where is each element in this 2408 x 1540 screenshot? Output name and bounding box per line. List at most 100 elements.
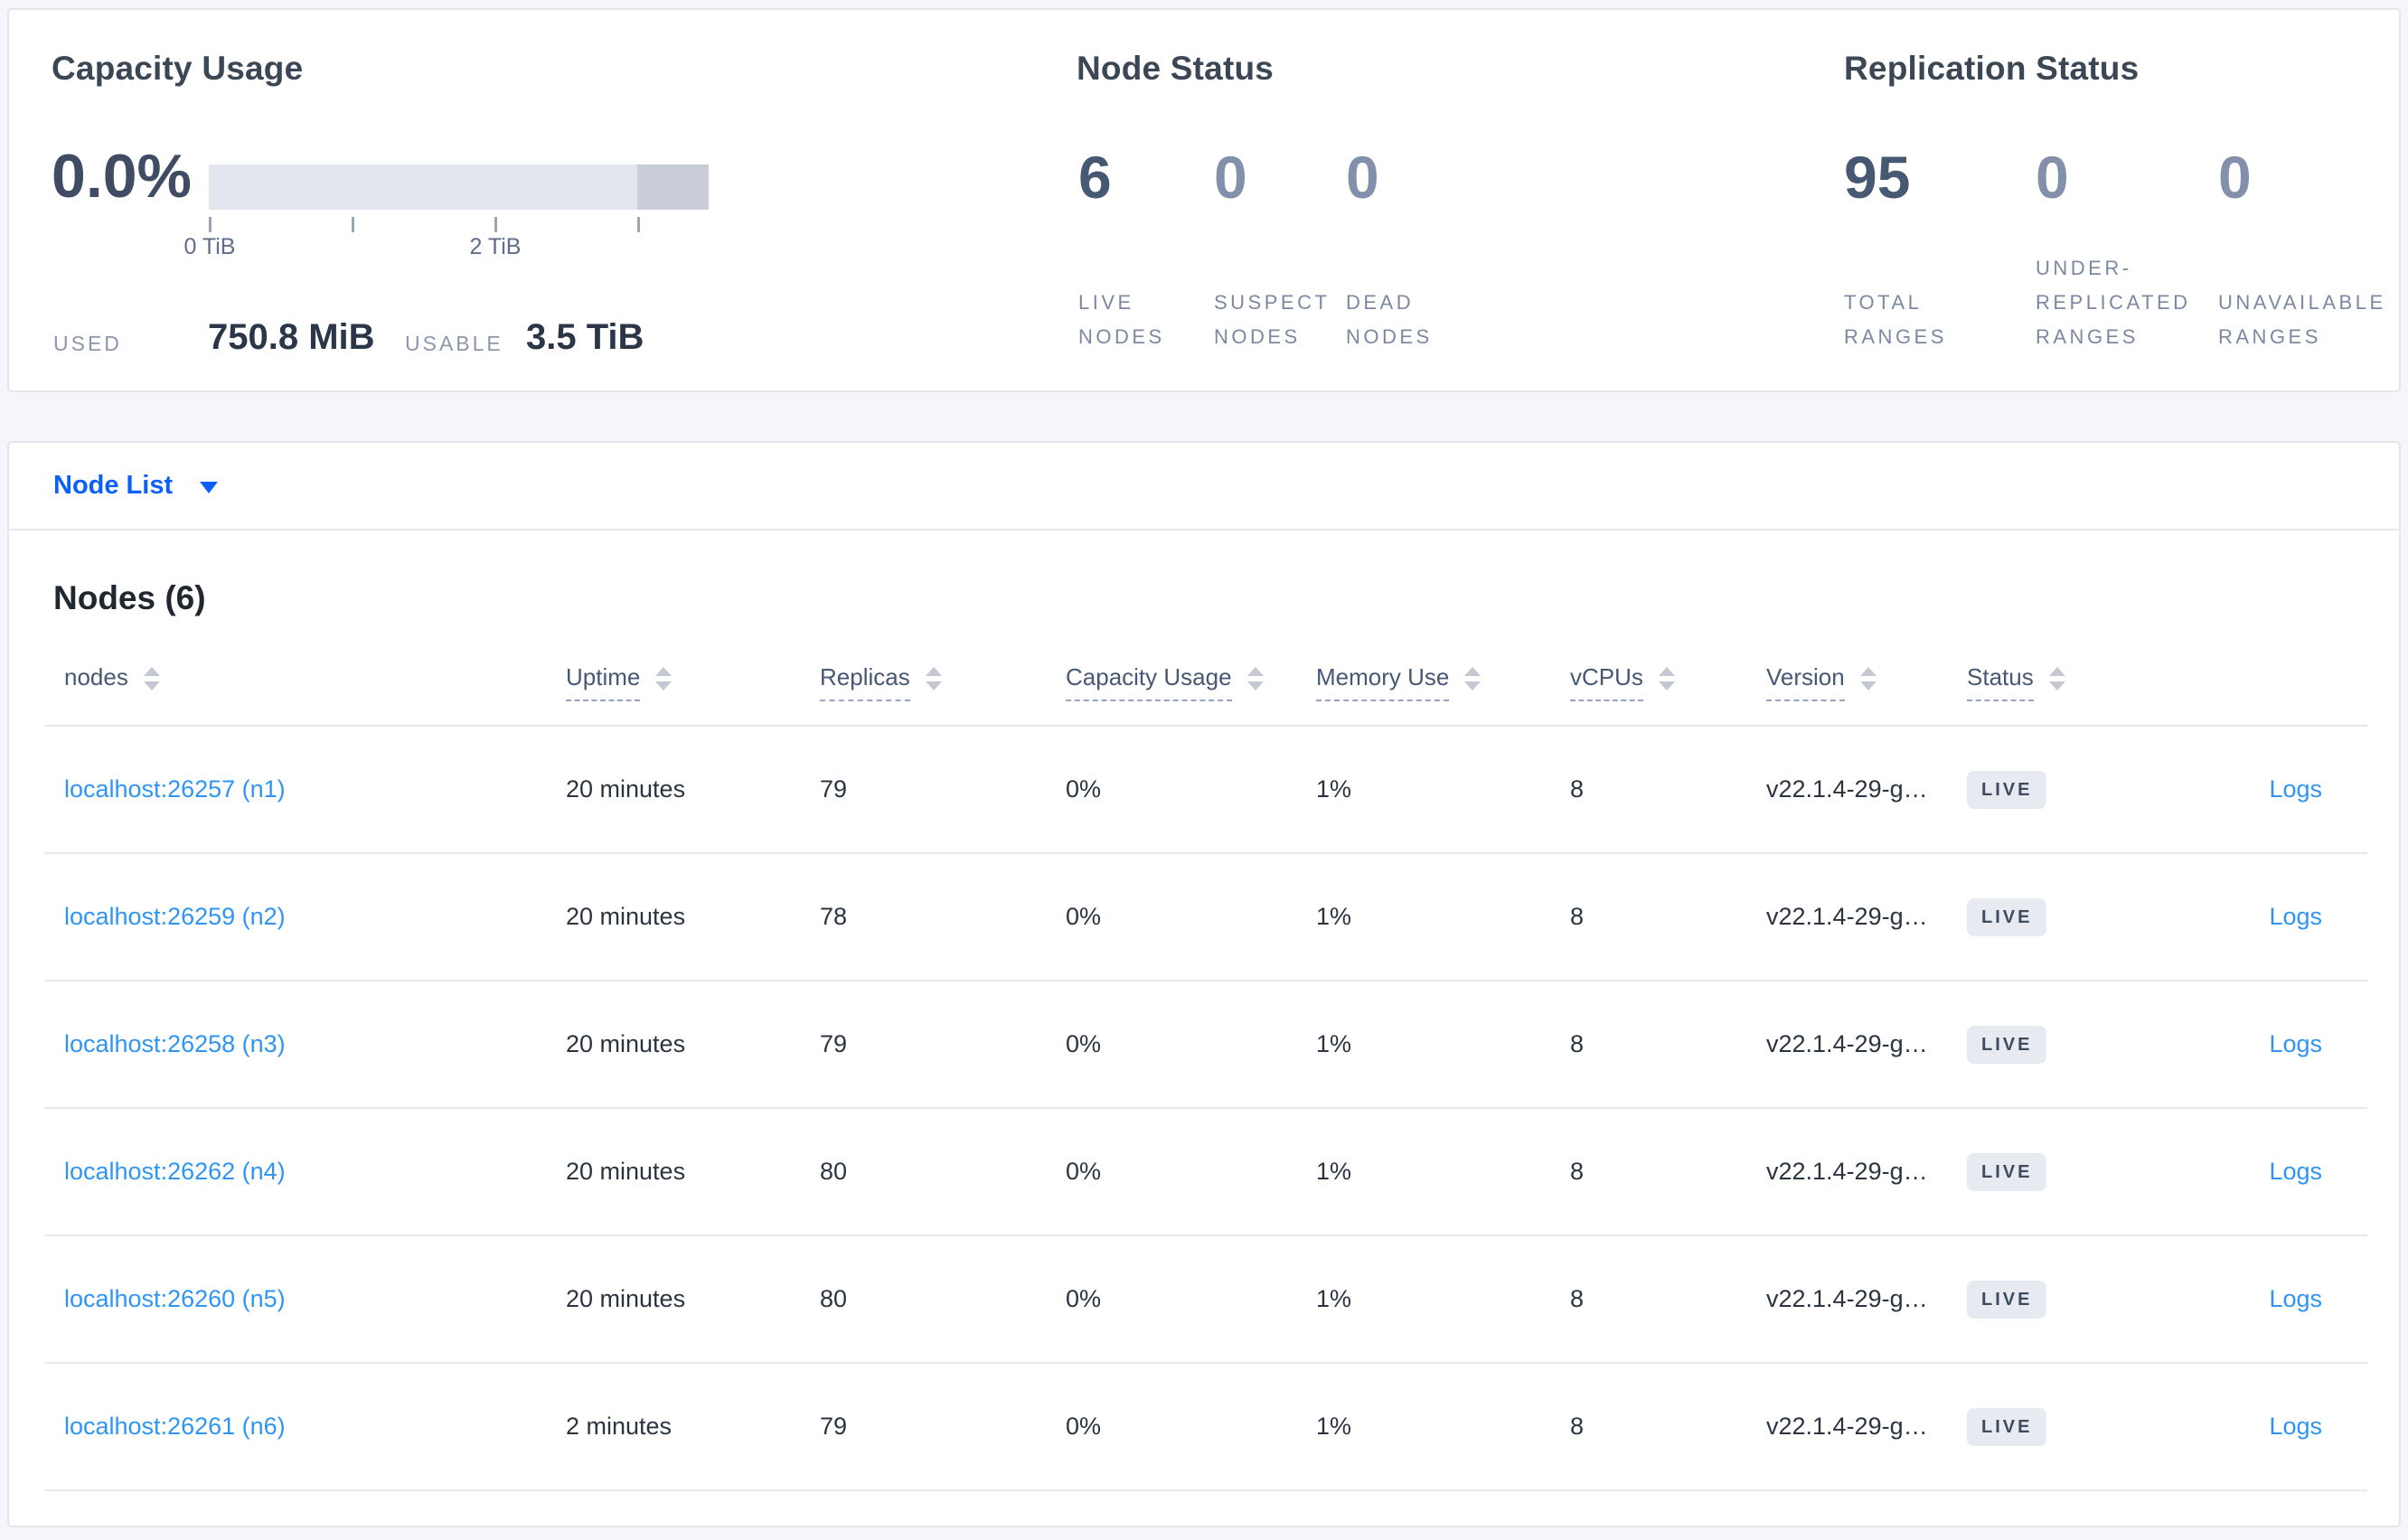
under-replicated-label: UNDER- REPLICATED RANGES xyxy=(2036,257,2191,348)
live-nodes-count: 6 xyxy=(1078,144,1112,211)
node-list-dropdown[interactable]: Node List xyxy=(9,443,2399,531)
node-link[interactable]: localhost:26260 (n5) xyxy=(64,1285,286,1312)
table-row: localhost:26262 (n4) 20 minutes 80 0% 1%… xyxy=(44,1109,2367,1236)
node-status-title: Node Status xyxy=(1077,50,1275,87)
used-label: USED xyxy=(53,332,122,355)
axis-tick xyxy=(209,217,212,232)
capacity-percent: 0.0% xyxy=(52,142,192,211)
logs-link[interactable]: Logs xyxy=(2269,1285,2322,1312)
node-link[interactable]: localhost:26257 (n1) xyxy=(64,775,286,803)
version-cell: v22.1.4-29-g… xyxy=(1766,903,1928,930)
column-header-memory-use[interactable]: Memory Use xyxy=(1316,663,1570,701)
column-header-nodes[interactable]: nodes xyxy=(44,663,566,701)
version-cell: v22.1.4-29-g… xyxy=(1766,1158,1928,1185)
sort-icon xyxy=(143,667,160,690)
sort-icon xyxy=(655,667,673,690)
sort-icon xyxy=(925,667,942,690)
unavailable-ranges-count: 0 xyxy=(2218,144,2252,211)
unavailable-ranges-label: UNAVAILABLE RANGES xyxy=(2218,291,2386,348)
memory-cell: 1% xyxy=(1316,775,1352,803)
node-link[interactable]: localhost:26258 (n3) xyxy=(64,1030,286,1057)
column-header-replicas[interactable]: Replicas xyxy=(820,663,1066,701)
version-cell: v22.1.4-29-g… xyxy=(1766,1030,1928,1057)
column-header-capacity-usage[interactable]: Capacity Usage xyxy=(1066,663,1316,701)
total-ranges-label: TOTAL RANGES xyxy=(1844,291,1947,348)
vcpus-cell: 8 xyxy=(1570,1030,1585,1057)
axis-tick xyxy=(352,217,354,232)
capacity-bar xyxy=(209,164,709,210)
capacity-cell: 0% xyxy=(1066,1158,1102,1185)
status-badge: LIVE xyxy=(1967,1280,2047,1319)
column-header-status[interactable]: Status xyxy=(1967,663,2168,701)
capacity-bar-other-segment xyxy=(636,164,709,210)
status-badge: LIVE xyxy=(1967,1152,2047,1191)
replicas-cell: 79 xyxy=(820,1413,848,1440)
dead-nodes-count: 0 xyxy=(1346,144,1379,211)
node-link[interactable]: localhost:26262 (n4) xyxy=(64,1158,286,1185)
table-row: localhost:26257 (n1) 20 minutes 79 0% 1%… xyxy=(44,727,2367,854)
table-row: localhost:26258 (n3) 20 minutes 79 0% 1%… xyxy=(44,981,2367,1109)
uptime-cell: 2 minutes xyxy=(566,1413,673,1440)
capacity-cell: 0% xyxy=(1066,1285,1102,1312)
sort-icon xyxy=(1464,667,1481,690)
logs-link[interactable]: Logs xyxy=(2269,775,2322,803)
column-header-uptime[interactable]: Uptime xyxy=(566,663,820,701)
replicas-cell: 78 xyxy=(820,903,848,930)
status-badge: LIVE xyxy=(1967,770,2047,809)
capacity-usage-title: Capacity Usage xyxy=(52,50,304,87)
memory-cell: 1% xyxy=(1316,1158,1352,1185)
under-replicated-count: 0 xyxy=(2036,144,2069,211)
sort-icon xyxy=(1859,667,1877,690)
version-cell: v22.1.4-29-g… xyxy=(1766,1413,1928,1440)
table-header-row: nodes Uptime Replicas Capacity Usage Mem… xyxy=(44,617,2367,727)
node-list-dropdown-label: Node List xyxy=(53,471,174,500)
vcpus-cell: 8 xyxy=(1570,1285,1585,1312)
sort-icon xyxy=(1658,667,1675,690)
replicas-cell: 79 xyxy=(820,775,848,803)
axis-label-0: 0 TiB xyxy=(183,234,236,259)
capacity-cell: 0% xyxy=(1066,775,1102,803)
usable-label: USABLE xyxy=(405,332,503,355)
nodes-table: nodes Uptime Replicas Capacity Usage Mem… xyxy=(44,617,2367,1491)
nodes-heading: Nodes (6) xyxy=(53,579,206,616)
live-nodes-label: LIVE NODES xyxy=(1078,291,1165,348)
column-header-vcpus[interactable]: vCPUs xyxy=(1570,663,1766,701)
capacity-cell: 0% xyxy=(1066,903,1102,930)
logs-link[interactable]: Logs xyxy=(2269,1030,2322,1057)
node-link[interactable]: localhost:26259 (n2) xyxy=(64,903,286,930)
capacity-cell: 0% xyxy=(1066,1413,1102,1440)
total-ranges-count: 95 xyxy=(1844,144,1911,211)
capacity-bar-usable-segment xyxy=(209,164,637,210)
axis-tick xyxy=(494,217,497,232)
status-badge: LIVE xyxy=(1967,897,2047,936)
table-row: localhost:26261 (n6) 2 minutes 79 0% 1% … xyxy=(44,1364,2367,1491)
version-cell: v22.1.4-29-g… xyxy=(1766,1285,1928,1312)
node-link[interactable]: localhost:26261 (n6) xyxy=(64,1413,286,1440)
replicas-cell: 79 xyxy=(820,1030,848,1057)
table-row: localhost:26260 (n5) 20 minutes 80 0% 1%… xyxy=(44,1236,2367,1364)
replicas-cell: 80 xyxy=(820,1285,848,1312)
memory-cell: 1% xyxy=(1316,1413,1352,1440)
axis-label-2: 2 TiB xyxy=(469,234,522,259)
sort-icon xyxy=(2048,667,2065,690)
uptime-cell: 20 minutes xyxy=(566,1285,686,1312)
replication-status-title: Replication Status xyxy=(1844,50,2140,87)
memory-cell: 1% xyxy=(1316,1285,1352,1312)
logs-link[interactable]: Logs xyxy=(2269,903,2322,930)
uptime-cell: 20 minutes xyxy=(566,775,686,803)
replicas-cell: 80 xyxy=(820,1158,848,1185)
axis-tick xyxy=(637,217,640,232)
logs-link[interactable]: Logs xyxy=(2269,1413,2322,1440)
memory-cell: 1% xyxy=(1316,903,1352,930)
table-row: localhost:26259 (n2) 20 minutes 78 0% 1%… xyxy=(44,854,2367,981)
cluster-summary-panel: Capacity Usage 0.0% 0 TiB 2 TiB USED 750… xyxy=(7,8,2401,392)
version-cell: v22.1.4-29-g… xyxy=(1766,775,1928,803)
logs-link[interactable]: Logs xyxy=(2269,1158,2322,1185)
vcpus-cell: 8 xyxy=(1570,1413,1585,1440)
chevron-down-icon xyxy=(200,482,219,493)
uptime-cell: 20 minutes xyxy=(566,1030,686,1057)
vcpus-cell: 8 xyxy=(1570,1158,1585,1185)
vcpus-cell: 8 xyxy=(1570,903,1585,930)
suspect-nodes-count: 0 xyxy=(1214,144,1247,211)
column-header-version[interactable]: Version xyxy=(1766,663,1967,701)
